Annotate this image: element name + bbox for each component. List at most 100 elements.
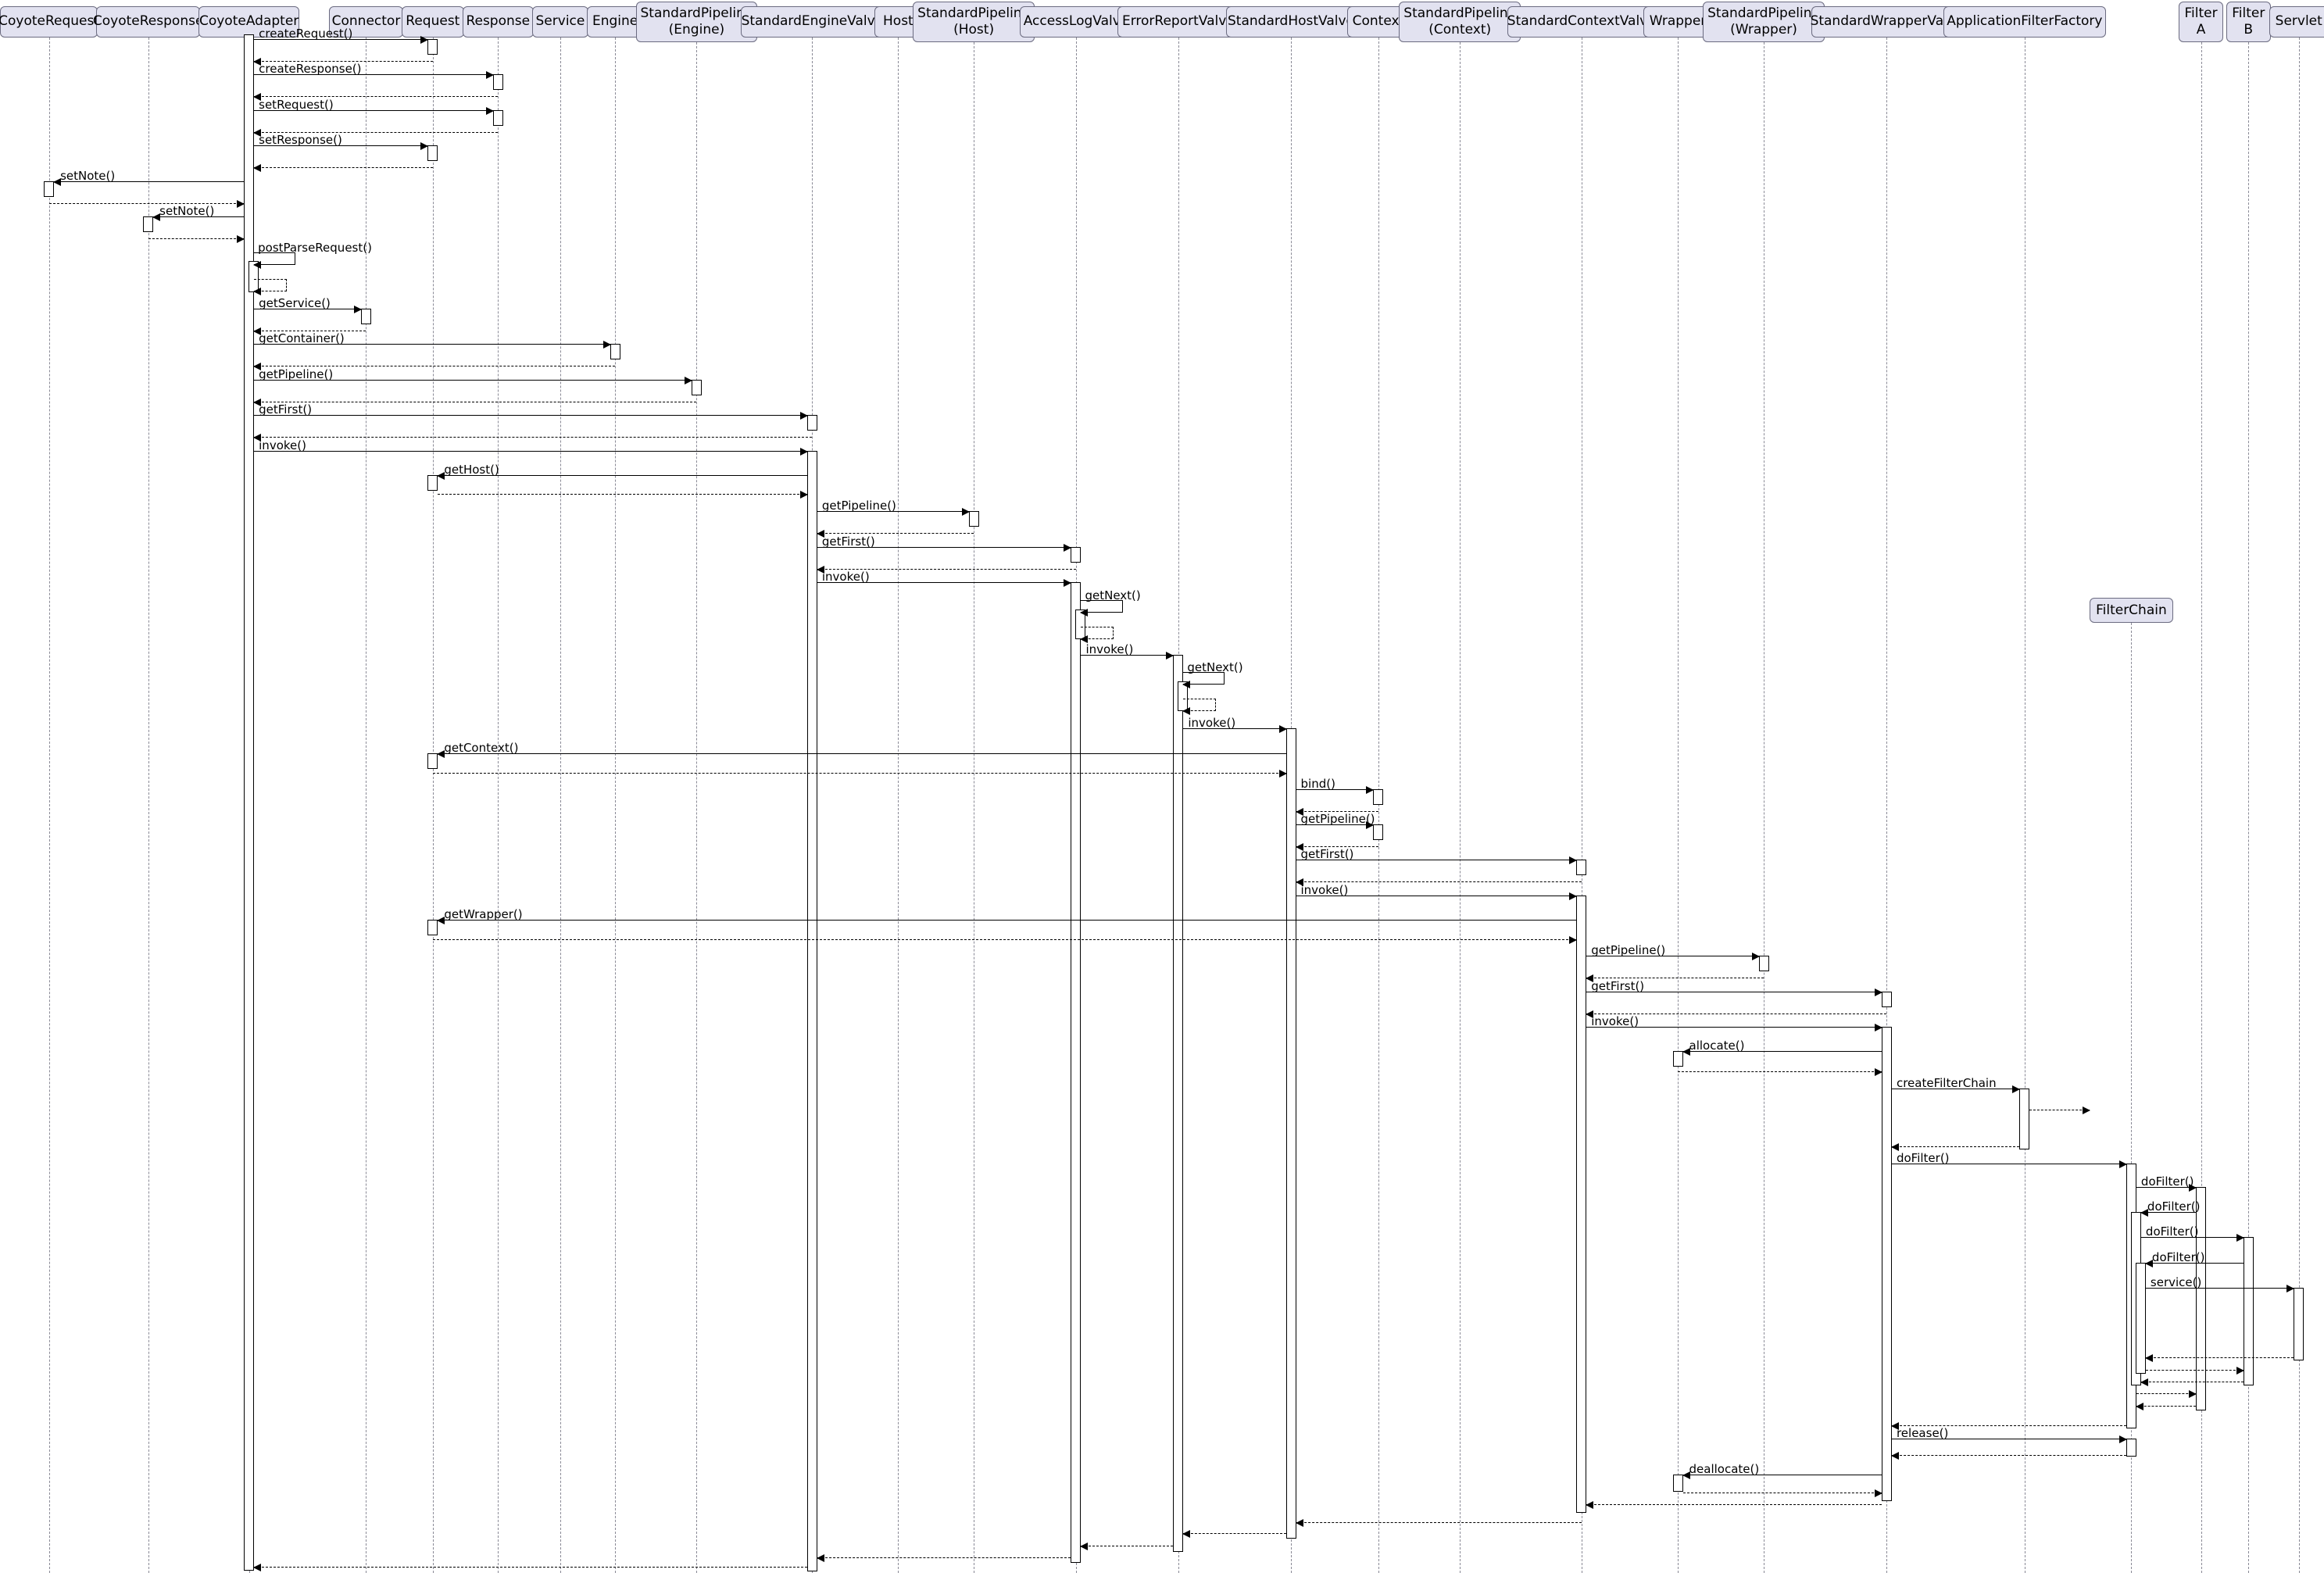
participant-sublabel: B — [2244, 22, 2254, 38]
arrowhead-icon — [253, 93, 262, 101]
participant-label: Connector — [331, 13, 401, 30]
participant-hostValve[interactable]: StandardHostValve — [1225, 6, 1357, 38]
participant-label: Service — [535, 13, 585, 30]
message-invoke — [817, 579, 1072, 587]
message-getContainer — [254, 341, 611, 349]
message-createResponse — [254, 71, 494, 79]
created-object-filterChain[interactable]: FilterChain — [2090, 598, 2173, 623]
arrowhead-icon — [2135, 1403, 2143, 1410]
arrowhead-icon — [1586, 974, 1594, 982]
message-invoke — [254, 448, 808, 456]
participant-context[interactable]: Context — [1347, 6, 1410, 38]
participant-label: ErrorReportValve — [1121, 13, 1235, 30]
participant-label: Request — [406, 13, 460, 30]
participant-coyoteResponse[interactable]: CoyoteResponse — [93, 6, 203, 38]
activation-bar-filterA — [2196, 1187, 2207, 1410]
message-return — [432, 770, 1287, 778]
activation-bar-wrapper — [1672, 1475, 1683, 1492]
arrowhead-icon — [2236, 1367, 2244, 1375]
message-invoke — [1586, 1024, 1882, 1031]
arrowhead-icon — [2118, 1435, 2127, 1443]
activation-bar-request — [427, 753, 438, 769]
message-return — [1295, 878, 1582, 886]
participant-servlet[interactable]: Servlet — [2269, 6, 2324, 38]
self-return-message — [1182, 699, 1217, 715]
participant-pipelineEngine[interactable]: StandardPipeline (Engine) — [635, 2, 758, 42]
message-setRequest — [254, 107, 494, 115]
message-label: setResponse() — [259, 133, 342, 147]
message-label: doFilter() — [2145, 1224, 2199, 1239]
activation-bar-engineValve — [806, 451, 817, 1571]
lifeline-servlet — [2298, 38, 2300, 1573]
participant-response[interactable]: Response — [462, 6, 534, 38]
arrowhead-icon — [253, 58, 262, 66]
arrowhead-icon — [2144, 1260, 2153, 1267]
activation-bar-errorReportValve — [1173, 655, 1184, 1552]
message-label: invoke() — [1300, 883, 1349, 897]
self-return-message — [1080, 627, 1114, 643]
message-label: getNext() — [1085, 588, 1141, 602]
arrowhead-icon — [353, 306, 362, 313]
lifeline-coyoteRequest — [48, 38, 50, 1573]
participant-label: StandardWrapperValve — [1810, 13, 1964, 30]
arrowhead-icon — [1278, 770, 1287, 778]
activation-bar-connector — [360, 309, 371, 324]
message-getWrapper — [437, 917, 1577, 924]
participant-label: ApplicationFilterFactory — [1947, 13, 2103, 30]
participant-service[interactable]: Service — [531, 6, 588, 38]
message-label: service() — [2150, 1275, 2202, 1289]
participant-request[interactable]: Request — [402, 6, 464, 38]
activation-bar-context — [1373, 789, 1384, 805]
arrowhead-icon — [2189, 1390, 2197, 1398]
participant-coyoteAdapter[interactable]: CoyoteAdapter — [198, 6, 300, 38]
arrowhead-icon — [253, 434, 262, 442]
arrowhead-icon — [1874, 1489, 1882, 1497]
participant-filterB[interactable]: Filter B — [2226, 2, 2271, 42]
participant-filterA[interactable]: Filter A — [2179, 2, 2224, 42]
arrowhead-icon — [152, 213, 161, 221]
self-message-getNext() — [1080, 600, 1123, 617]
message-label: getFirst() — [259, 402, 313, 416]
participant-accessLogValve[interactable]: AccessLogValve — [1019, 6, 1133, 38]
arrowhead-icon — [1295, 1519, 1303, 1527]
participant-pipelineHost[interactable]: StandardPipeline (Host) — [913, 2, 1035, 42]
activation-bar-filterChain — [2135, 1263, 2146, 1374]
arrowhead-icon — [485, 71, 494, 79]
arrowhead-icon — [437, 472, 445, 480]
participant-engine[interactable]: Engine — [587, 6, 644, 38]
participant-pipelineWrapper[interactable]: StandardPipeline (Wrapper) — [1703, 2, 1825, 42]
activation-bar-filterB — [2243, 1237, 2254, 1385]
arrowhead-icon — [253, 1564, 262, 1571]
message-getContext — [437, 750, 1286, 758]
participant-filterFactory[interactable]: ApplicationFilterFactory — [1943, 6, 2107, 38]
message-label: getPipeline() — [259, 367, 334, 381]
participant-engineValve[interactable]: StandardEngineValve — [741, 6, 884, 38]
self-return-message — [253, 279, 287, 295]
arrowhead-icon — [2236, 1234, 2244, 1242]
participant-wrapper[interactable]: Wrapper — [1643, 6, 1712, 38]
participant-coyoteRequest[interactable]: CoyoteRequest — [0, 6, 99, 38]
arrowhead-icon — [237, 200, 245, 208]
activation-bar-servlet — [2294, 1288, 2304, 1360]
participant-wrapperValve[interactable]: StandardWrapperValve — [1810, 6, 1964, 38]
participant-pipelineContext[interactable]: StandardPipeline (Context) — [1399, 2, 1521, 42]
message-label: invoke() — [1591, 1014, 1639, 1028]
participant-sublabel: (Wrapper) — [1730, 22, 1797, 38]
message-label: getFirst() — [1591, 979, 1645, 993]
activation-bar-pipelineWrapper — [1758, 956, 1769, 971]
arrowhead-icon — [1295, 878, 1303, 886]
arrowhead-icon — [253, 288, 262, 295]
participant-errorReportValve[interactable]: ErrorReportValve — [1117, 6, 1239, 38]
arrowhead-icon — [1182, 1530, 1191, 1538]
lifeline-filterChain — [2131, 623, 2133, 1573]
participant-connector[interactable]: Connector — [329, 6, 403, 38]
message-label: getPipeline() — [1591, 943, 1666, 957]
lifeline-request — [432, 38, 434, 1573]
participant-label: Engine — [592, 13, 638, 30]
activation-bar-wrapper — [1672, 1051, 1683, 1067]
participant-contextValve[interactable]: StandardContextValve — [1507, 6, 1656, 38]
message-setResponse — [254, 142, 429, 150]
message-return — [253, 129, 499, 137]
message-label: release() — [1896, 1426, 1949, 1440]
lifeline-pipelineContext — [1460, 42, 1461, 1573]
